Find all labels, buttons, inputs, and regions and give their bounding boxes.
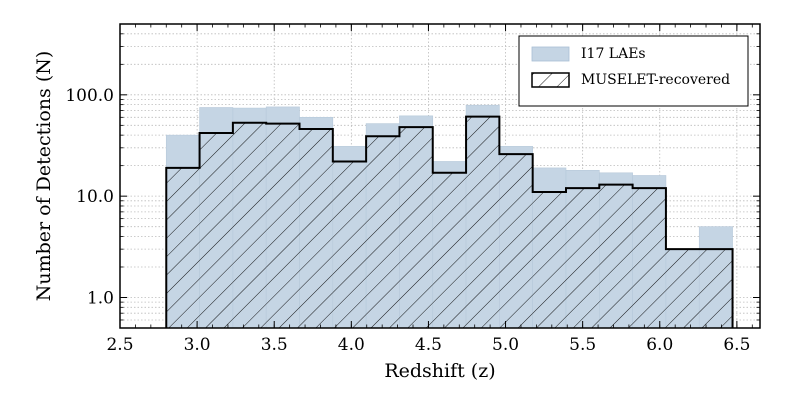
x-tick-label: 3.5 [261, 335, 288, 355]
bar-muselet-hatch [432, 172, 467, 328]
legend-label-muselet: MUSELET-recovered [581, 72, 730, 88]
bar-muselet-hatch [499, 154, 533, 328]
x-tick-label: 6.5 [723, 335, 750, 355]
plot-frame [119, 23, 761, 329]
x-tick-label: 3.0 [184, 335, 211, 355]
bar-muselet-hatch [665, 249, 700, 328]
legend-swatch-muselet [531, 72, 570, 88]
x-tick-label: 6.0 [646, 335, 673, 355]
bar-muselet-hatch [632, 188, 666, 328]
bar-muselet-hatch [466, 116, 500, 328]
bar-muselet-hatch [199, 133, 233, 328]
bar-muselet-hatch [332, 161, 367, 328]
step-line-muselet [165, 115, 734, 328]
x-tick-label: 5.5 [569, 335, 596, 355]
bar-muselet-hatch [366, 136, 400, 328]
legend-swatch-i17 [531, 46, 570, 62]
x-tick-label: 2.5 [106, 335, 133, 355]
legend: I17 LAEs MUSELET-recovered [518, 35, 749, 107]
bar-muselet-hatch [266, 123, 300, 328]
bar-muselet-hatch [299, 129, 333, 328]
x-tick-label: 5.0 [492, 335, 519, 355]
x-tick-label: 4.0 [338, 335, 365, 355]
bar-muselet-hatch [166, 167, 200, 328]
bar-muselet-hatch [699, 249, 733, 328]
bar-muselet-hatch [565, 188, 600, 328]
ticks: 2.5 3.0 3.5 4.0 4.5 5.0 5.5 6.0 6.5 1.0 10.0 100.0 [65, 23, 760, 355]
y-tick-label: 100.0 [65, 86, 114, 106]
legend-label-i17: I17 LAEs [581, 46, 646, 62]
x-axis-label: Redshift (z) [384, 360, 495, 382]
hatched-series [165, 115, 734, 328]
bar-muselet-hatch [532, 191, 566, 328]
bar-muselet-hatch [399, 127, 433, 328]
bar-muselet-hatch [232, 122, 267, 328]
x-tick-label: 4.5 [415, 335, 442, 355]
y-tick-label: 10.0 [76, 187, 114, 207]
y-tick-label: 1.0 [87, 288, 114, 308]
y-axis-label: Number of Detections (N) [33, 51, 55, 302]
bar-muselet-hatch [599, 184, 633, 328]
